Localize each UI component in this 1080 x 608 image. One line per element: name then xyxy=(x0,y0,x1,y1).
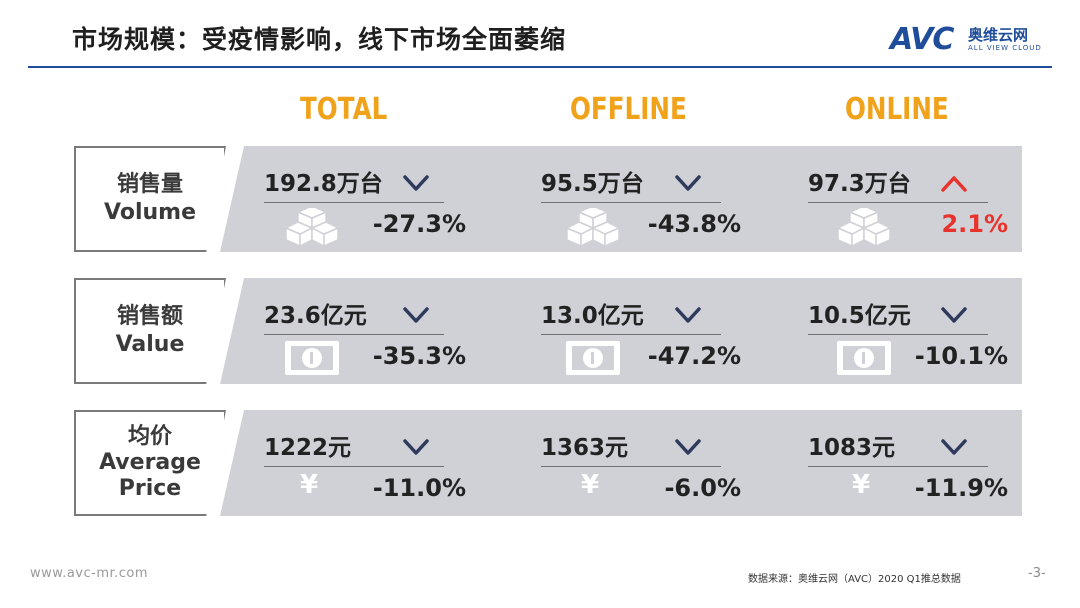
metric-change: -43.8% xyxy=(647,210,741,238)
cell-divider xyxy=(808,202,988,203)
logo-en: ALL VIEW CLOUD xyxy=(968,44,1042,52)
cell-divider xyxy=(541,202,721,203)
row-label-volume: 销售量 Volume xyxy=(74,146,226,252)
cell-divider xyxy=(808,466,988,467)
logo-mark: AVC xyxy=(890,22,954,57)
banknote-icon xyxy=(284,340,340,380)
column-total: TOTAL xyxy=(300,92,388,127)
metric-value: 10.5亿元 xyxy=(808,303,911,329)
metric-value: 13.0亿元 xyxy=(541,303,644,329)
arrow-down-icon xyxy=(674,173,702,193)
metric-value: 192.8万台 xyxy=(264,171,383,197)
column-online: ONLINE xyxy=(845,92,949,127)
metric-value: 97.3万台 xyxy=(808,171,911,197)
row-label-cn: 均价 xyxy=(127,424,172,449)
page-title: 市场规模：受疫情影响，线下市场全面萎缩 xyxy=(72,25,567,54)
arrow-down-icon xyxy=(402,305,430,325)
page-number: -3- xyxy=(1028,566,1046,581)
metric-change: -27.3% xyxy=(372,210,466,238)
cell-divider xyxy=(541,334,721,335)
avc-logo: AVC 奥维云网 ALL VIEW CLOUD xyxy=(890,22,1060,58)
yen-icon: ¥ xyxy=(852,470,871,500)
arrow-down-icon xyxy=(674,305,702,325)
metric-value: 95.5万台 xyxy=(541,171,644,197)
boxes-icon xyxy=(836,205,892,252)
metric-change: -6.0% xyxy=(664,474,741,502)
price-band xyxy=(220,410,1022,516)
arrow-down-icon xyxy=(940,437,968,457)
arrow-up-icon xyxy=(940,173,968,193)
footer-site: www.avc-mr.com xyxy=(30,566,149,581)
metric-change: -10.1% xyxy=(914,342,1008,370)
cell-divider xyxy=(264,334,444,335)
column-offline: OFFLINE xyxy=(570,92,687,127)
metric-value: 1363元 xyxy=(541,435,629,461)
cell-divider xyxy=(264,466,444,467)
header-rule xyxy=(28,66,1052,68)
metric-change: -11.0% xyxy=(372,474,466,502)
boxes-icon xyxy=(565,205,621,252)
yen-icon: ¥ xyxy=(581,470,600,500)
banknote-icon xyxy=(565,340,621,380)
footer-source: 数据来源：奥维云网（AVC）2020 Q1推总数据 xyxy=(748,574,961,585)
metric-value: 1222元 xyxy=(264,435,352,461)
metric-change: 2.1% xyxy=(941,210,1008,238)
metric-value: 23.6亿元 xyxy=(264,303,367,329)
row-label-price: 均价 Average Price xyxy=(74,410,226,516)
row-label-en: Price xyxy=(118,476,182,501)
cell-divider xyxy=(541,466,721,467)
arrow-down-icon xyxy=(402,173,430,193)
row-label-value: 销售额 Value xyxy=(74,278,226,384)
cell-divider xyxy=(808,334,988,335)
row-label-cn: 销售额 xyxy=(116,304,183,329)
logo-cn: 奥维云网 xyxy=(968,26,1029,44)
metric-value: 1083元 xyxy=(808,435,896,461)
metric-change: -47.2% xyxy=(647,342,741,370)
arrow-down-icon xyxy=(402,437,430,457)
metric-change: -35.3% xyxy=(372,342,466,370)
boxes-icon xyxy=(284,205,340,252)
row-label-en: Volume xyxy=(104,200,196,225)
cell-divider xyxy=(264,202,444,203)
row-label-en: Value xyxy=(115,332,185,357)
metric-change: -11.9% xyxy=(914,474,1008,502)
yen-icon: ¥ xyxy=(300,470,319,500)
arrow-down-icon xyxy=(674,437,702,457)
row-label-en: Average xyxy=(99,450,201,475)
row-label-cn: 销售量 xyxy=(116,172,183,197)
banknote-icon xyxy=(836,340,892,380)
arrow-down-icon xyxy=(940,305,968,325)
